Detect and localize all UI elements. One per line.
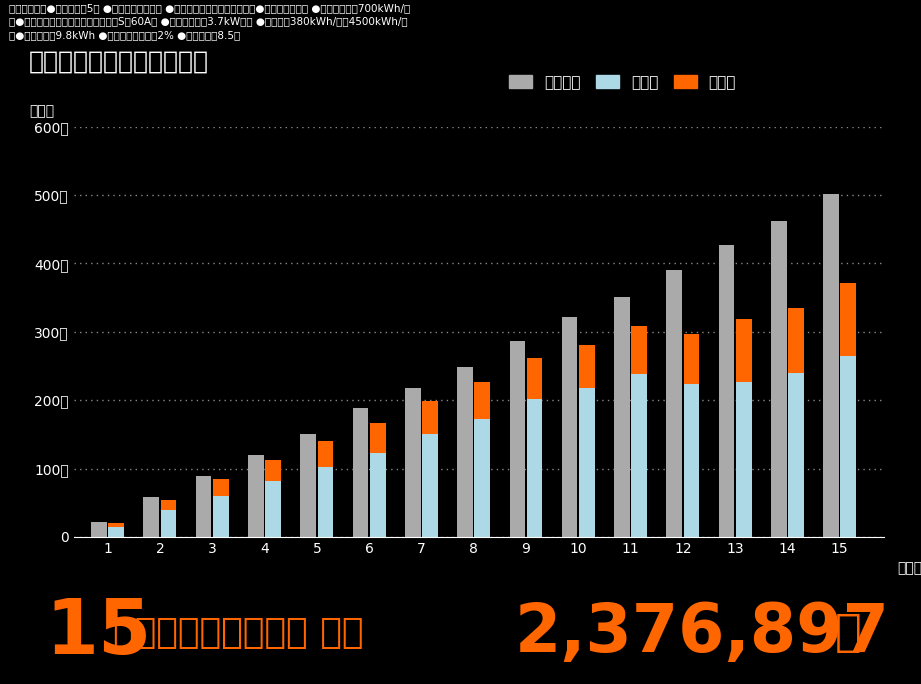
Bar [370, 423, 386, 453]
Text: 円: 円 [835, 611, 862, 654]
Text: 未来の電気代削減メリット: 未来の電気代削減メリット [29, 49, 209, 73]
Bar [736, 319, 752, 382]
Text: 》試算条件》●家族人数：5人 ●設置場所：東京都 ●エネルギー設備：オール電化●屋根の方角：南 ●使用電力量：700kWh/月
　●電気料金プラン：スマートライ: 》試算条件》●家族人数：5人 ●設置場所：東京都 ●エネルギー設備：オール電化●… [9, 3, 411, 40]
Bar [771, 221, 787, 537]
Text: 2,376,897: 2,376,897 [515, 600, 890, 666]
Text: 年間の実質削減額は 累計: 年間の実質削減額は 累計 [113, 616, 376, 650]
Bar [527, 358, 542, 399]
Bar [318, 467, 333, 537]
Bar [527, 399, 542, 537]
Bar [161, 500, 177, 510]
Bar [353, 408, 368, 537]
Bar [196, 476, 212, 537]
Bar [213, 496, 228, 537]
Legend: 設備なし, 導入後, 削減額: 設備なし, 導入後, 削減額 [503, 68, 742, 96]
Bar [631, 326, 647, 374]
Bar [736, 382, 752, 537]
Bar [405, 388, 421, 537]
Bar [718, 245, 734, 537]
Bar [562, 317, 577, 537]
Bar [457, 367, 472, 537]
Bar [823, 194, 839, 537]
Bar [509, 341, 525, 537]
Bar [841, 356, 857, 537]
Text: （年目）: （年目） [897, 562, 921, 575]
Bar [683, 384, 699, 537]
Bar [422, 401, 437, 434]
Bar [841, 283, 857, 356]
Bar [300, 434, 316, 537]
Bar [579, 388, 595, 537]
Bar [788, 373, 804, 537]
Bar [631, 374, 647, 537]
Bar [788, 308, 804, 373]
Bar [422, 434, 437, 537]
Bar [109, 523, 124, 527]
Bar [161, 510, 177, 537]
Text: 15: 15 [45, 596, 152, 670]
Bar [614, 297, 630, 537]
Bar [318, 441, 333, 467]
Bar [579, 345, 595, 388]
Bar [91, 522, 107, 537]
Bar [265, 481, 281, 537]
Bar [109, 527, 124, 537]
Bar [667, 270, 682, 537]
Bar [370, 453, 386, 537]
Bar [474, 382, 490, 419]
Bar [265, 460, 281, 481]
Bar [213, 479, 228, 496]
Bar [683, 334, 699, 384]
Bar [144, 497, 159, 537]
Bar [248, 455, 263, 537]
Text: （円）: （円） [29, 105, 54, 118]
Bar [474, 419, 490, 537]
